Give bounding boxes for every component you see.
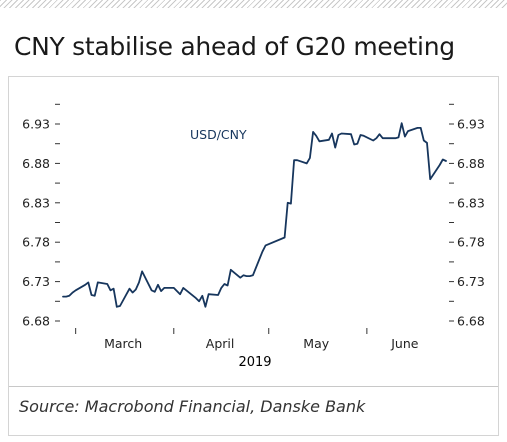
x-axis-year-label: 2019 — [238, 355, 271, 370]
y-tick-label-left: 6.78 — [22, 235, 50, 250]
series-line-usd-cny — [62, 122, 447, 308]
y-tick-label-right: 6.93 — [457, 117, 485, 132]
source-note: Source: Macrobond Financial, Danske Bank — [19, 397, 366, 416]
y-tick-label-left: 6.88 — [22, 156, 50, 171]
series-label-usd-cny: USD/CNY — [190, 127, 247, 142]
y-tick-label-right: 6.68 — [457, 314, 485, 329]
left-axis: 6.93 6.88 6.83 6.78 6.73 6.68 — [22, 103, 60, 329]
chart-plot: 6.93 6.88 6.83 6.78 6.73 6.68 6.93 6.88 6.83 6.7… — [22, 103, 485, 370]
top-hatch-band — [0, 0, 507, 8]
y-tick-label-left: 6.73 — [22, 274, 50, 289]
y-tick-label-left: 6.83 — [22, 195, 50, 210]
y-tick-label-right: 6.83 — [457, 195, 485, 210]
chart-frame: Source: Macrobond Financial, Danske Bank — [8, 76, 499, 436]
x-tick-label: March — [104, 336, 142, 351]
y-tick-label-right: 6.88 — [457, 156, 485, 171]
y-tick-label-right: 6.73 — [457, 274, 485, 289]
x-axis: March April May June — [75, 328, 419, 351]
y-tick-label-left: 6.68 — [22, 314, 50, 329]
y-tick-label-left: 6.93 — [22, 117, 50, 132]
y-tick-label-right: 6.78 — [457, 235, 485, 250]
chart-title: CNY stabilise ahead of G20 meeting — [14, 32, 455, 61]
source-divider — [9, 386, 498, 387]
right-axis: 6.93 6.88 6.83 6.78 6.73 6.68 — [449, 103, 485, 329]
x-tick-label: May — [303, 336, 329, 351]
x-tick-label: June — [390, 336, 419, 351]
x-tick-label: April — [206, 336, 235, 351]
